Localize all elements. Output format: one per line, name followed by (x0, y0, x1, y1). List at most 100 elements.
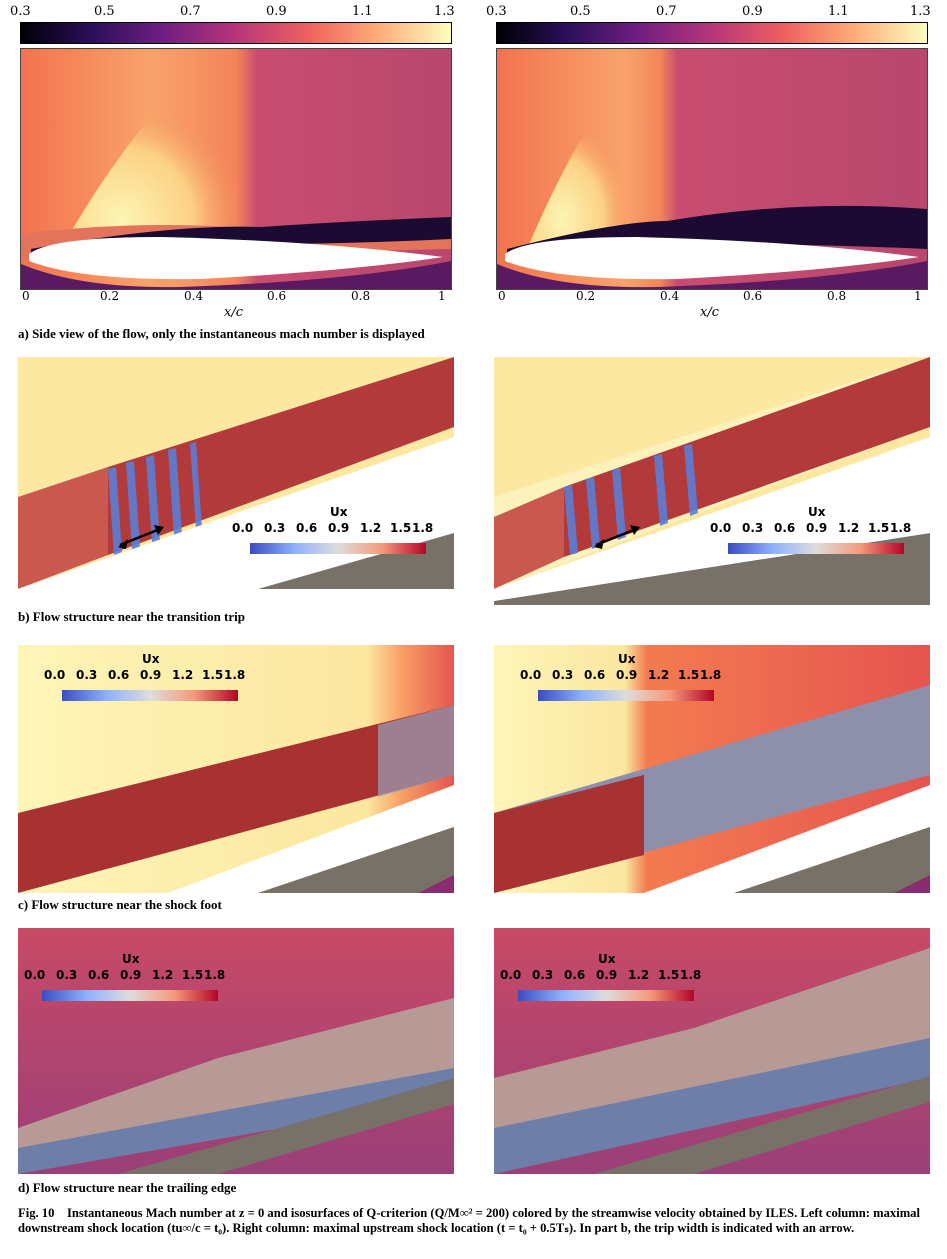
ux-tick: 1.5 (868, 521, 890, 535)
x-tick: 0.6 (267, 289, 287, 303)
ux-tick: 0.9 (616, 668, 638, 682)
ux-tick: 0.9 (806, 521, 828, 535)
ux-tick: 1.5 (678, 668, 700, 682)
ux-tick: 0.3 (742, 521, 764, 535)
figure-caption-text: Instantaneous Mach number at z = 0 and i… (18, 1206, 920, 1235)
panel-c-right (494, 645, 930, 893)
ux-colorbar-b-left: Ux 0.0 0.3 0.6 0.9 1.2 1.5 1.8 (232, 505, 434, 557)
ux-tick: 1.2 (152, 968, 174, 982)
ux-colorbar-c-left: Ux 0.0 0.3 0.6 0.9 1.2 1.5 1.8 (44, 652, 246, 704)
ux-tick: 1.2 (360, 521, 382, 535)
x-tick: 0.4 (660, 289, 680, 303)
colorbar-left: 0.3 0.5 0.7 0.9 1.1 1.3 (10, 4, 455, 44)
x-axis-left: 0 0.2 0.4 0.6 0.8 1 x/c (20, 289, 450, 325)
ux-tick: 0.0 (232, 521, 254, 535)
ux-tick: 1.8 (412, 521, 434, 535)
ux-tick: 1.5 (658, 968, 680, 982)
cb-tick: 0.3 (10, 4, 31, 19)
ux-tick: 0.9 (328, 521, 350, 535)
ux-tick: 0.9 (596, 968, 618, 982)
cb-tick: 0.7 (656, 4, 677, 19)
ux-tick: 1.5 (390, 521, 412, 535)
ux-gradient (518, 990, 694, 1001)
figure-caption: Fig. 10 Instantaneous Mach number at z =… (18, 1206, 930, 1236)
colorbar-gradient (496, 22, 928, 44)
ux-tick: 0.9 (120, 968, 142, 982)
ux-tick: 0.3 (76, 668, 98, 682)
x-tick: 1 (438, 289, 446, 303)
x-tick: 0 (22, 289, 30, 303)
cb-tick: 0.9 (266, 4, 287, 19)
x-tick: 0.2 (100, 289, 120, 303)
ux-tick: 0.6 (584, 668, 606, 682)
ux-gradient (728, 543, 904, 554)
ux-tick: 1.2 (838, 521, 860, 535)
ux-gradient (62, 690, 238, 701)
ux-tick: 0.6 (296, 521, 318, 535)
ux-tick: 1.2 (172, 668, 194, 682)
x-axis-label: x/c (224, 305, 243, 320)
x-tick: 0.2 (576, 289, 596, 303)
cb-tick: 1.1 (828, 4, 849, 19)
x-tick: 1 (914, 289, 922, 303)
panel-c-left (18, 645, 454, 893)
panel-b-right (494, 357, 930, 605)
ux-tick: 1.8 (680, 968, 702, 982)
ux-title: Ux (142, 652, 160, 666)
ux-colorbar-d-left: Ux 0.0 0.3 0.6 0.9 1.2 1.5 1.8 (24, 952, 226, 1004)
mach-field-right (496, 48, 928, 290)
ux-tick: 0.0 (710, 521, 732, 535)
panel-b-left (18, 357, 454, 589)
ux-title: Ux (330, 505, 348, 519)
ux-tick: 1.8 (890, 521, 912, 535)
ux-tick: 0.3 (532, 968, 554, 982)
ux-tick: 1.2 (648, 668, 670, 682)
colorbar-gradient (20, 22, 452, 44)
cb-tick: 0.5 (570, 4, 591, 19)
ux-tick: 1.8 (204, 968, 226, 982)
ux-tick: 0.3 (552, 668, 574, 682)
panel-d-left (18, 928, 454, 1174)
x-axis-right: 0 0.2 0.4 0.6 0.8 1 x/c (496, 289, 926, 325)
ux-gradient (538, 690, 714, 701)
ux-tick: 0.3 (56, 968, 78, 982)
ux-tick: 0.6 (88, 968, 110, 982)
mach-field-left (20, 48, 452, 290)
ux-tick: 0.6 (564, 968, 586, 982)
ux-tick: 0.0 (500, 968, 522, 982)
cb-tick: 0.5 (94, 4, 115, 19)
ux-tick: 0.0 (520, 668, 542, 682)
ux-colorbar-d-right: Ux 0.0 0.3 0.6 0.9 1.2 1.5 1.8 (500, 952, 702, 1004)
x-tick: 0.4 (184, 289, 204, 303)
x-axis-label: x/c (700, 305, 719, 320)
ux-colorbar-c-right: Ux 0.0 0.3 0.6 0.9 1.2 1.5 1.8 (520, 652, 722, 704)
cb-tick: 0.3 (486, 4, 507, 19)
colorbar-right: 0.3 0.5 0.7 0.9 1.1 1.3 (486, 4, 931, 44)
x-tick: 0.8 (827, 289, 847, 303)
ux-gradient (250, 543, 426, 554)
ux-tick: 0.0 (24, 968, 46, 982)
ux-title: Ux (598, 952, 616, 966)
ux-tick: 0.6 (108, 668, 130, 682)
ux-tick: 0.9 (140, 668, 162, 682)
x-tick: 0 (498, 289, 506, 303)
ux-tick: 1.8 (700, 668, 722, 682)
panel-d-right (494, 928, 930, 1174)
section-a-label: a) Side view of the flow, only the insta… (18, 326, 425, 341)
figure-number: Fig. 10 (18, 1206, 55, 1220)
ux-gradient (42, 990, 218, 1001)
ux-title: Ux (808, 505, 826, 519)
x-tick: 0.6 (743, 289, 763, 303)
section-d-label: d) Flow structure near the trailing edge (18, 1180, 237, 1195)
ux-colorbar-b-right: Ux 0.0 0.3 0.6 0.9 1.2 1.5 1.8 (710, 505, 912, 557)
section-b-label: b) Flow structure near the transition tr… (18, 609, 245, 624)
ux-tick: 1.5 (202, 668, 224, 682)
ux-tick: 0.3 (264, 521, 286, 535)
ux-tick: 0.6 (774, 521, 796, 535)
ux-tick: 1.8 (224, 668, 246, 682)
x-tick: 0.8 (351, 289, 371, 303)
cb-tick: 1.3 (434, 4, 455, 19)
section-c-label: c) Flow structure near the shock foot (18, 897, 222, 912)
cb-tick: 1.1 (352, 4, 373, 19)
ux-title: Ux (618, 652, 636, 666)
